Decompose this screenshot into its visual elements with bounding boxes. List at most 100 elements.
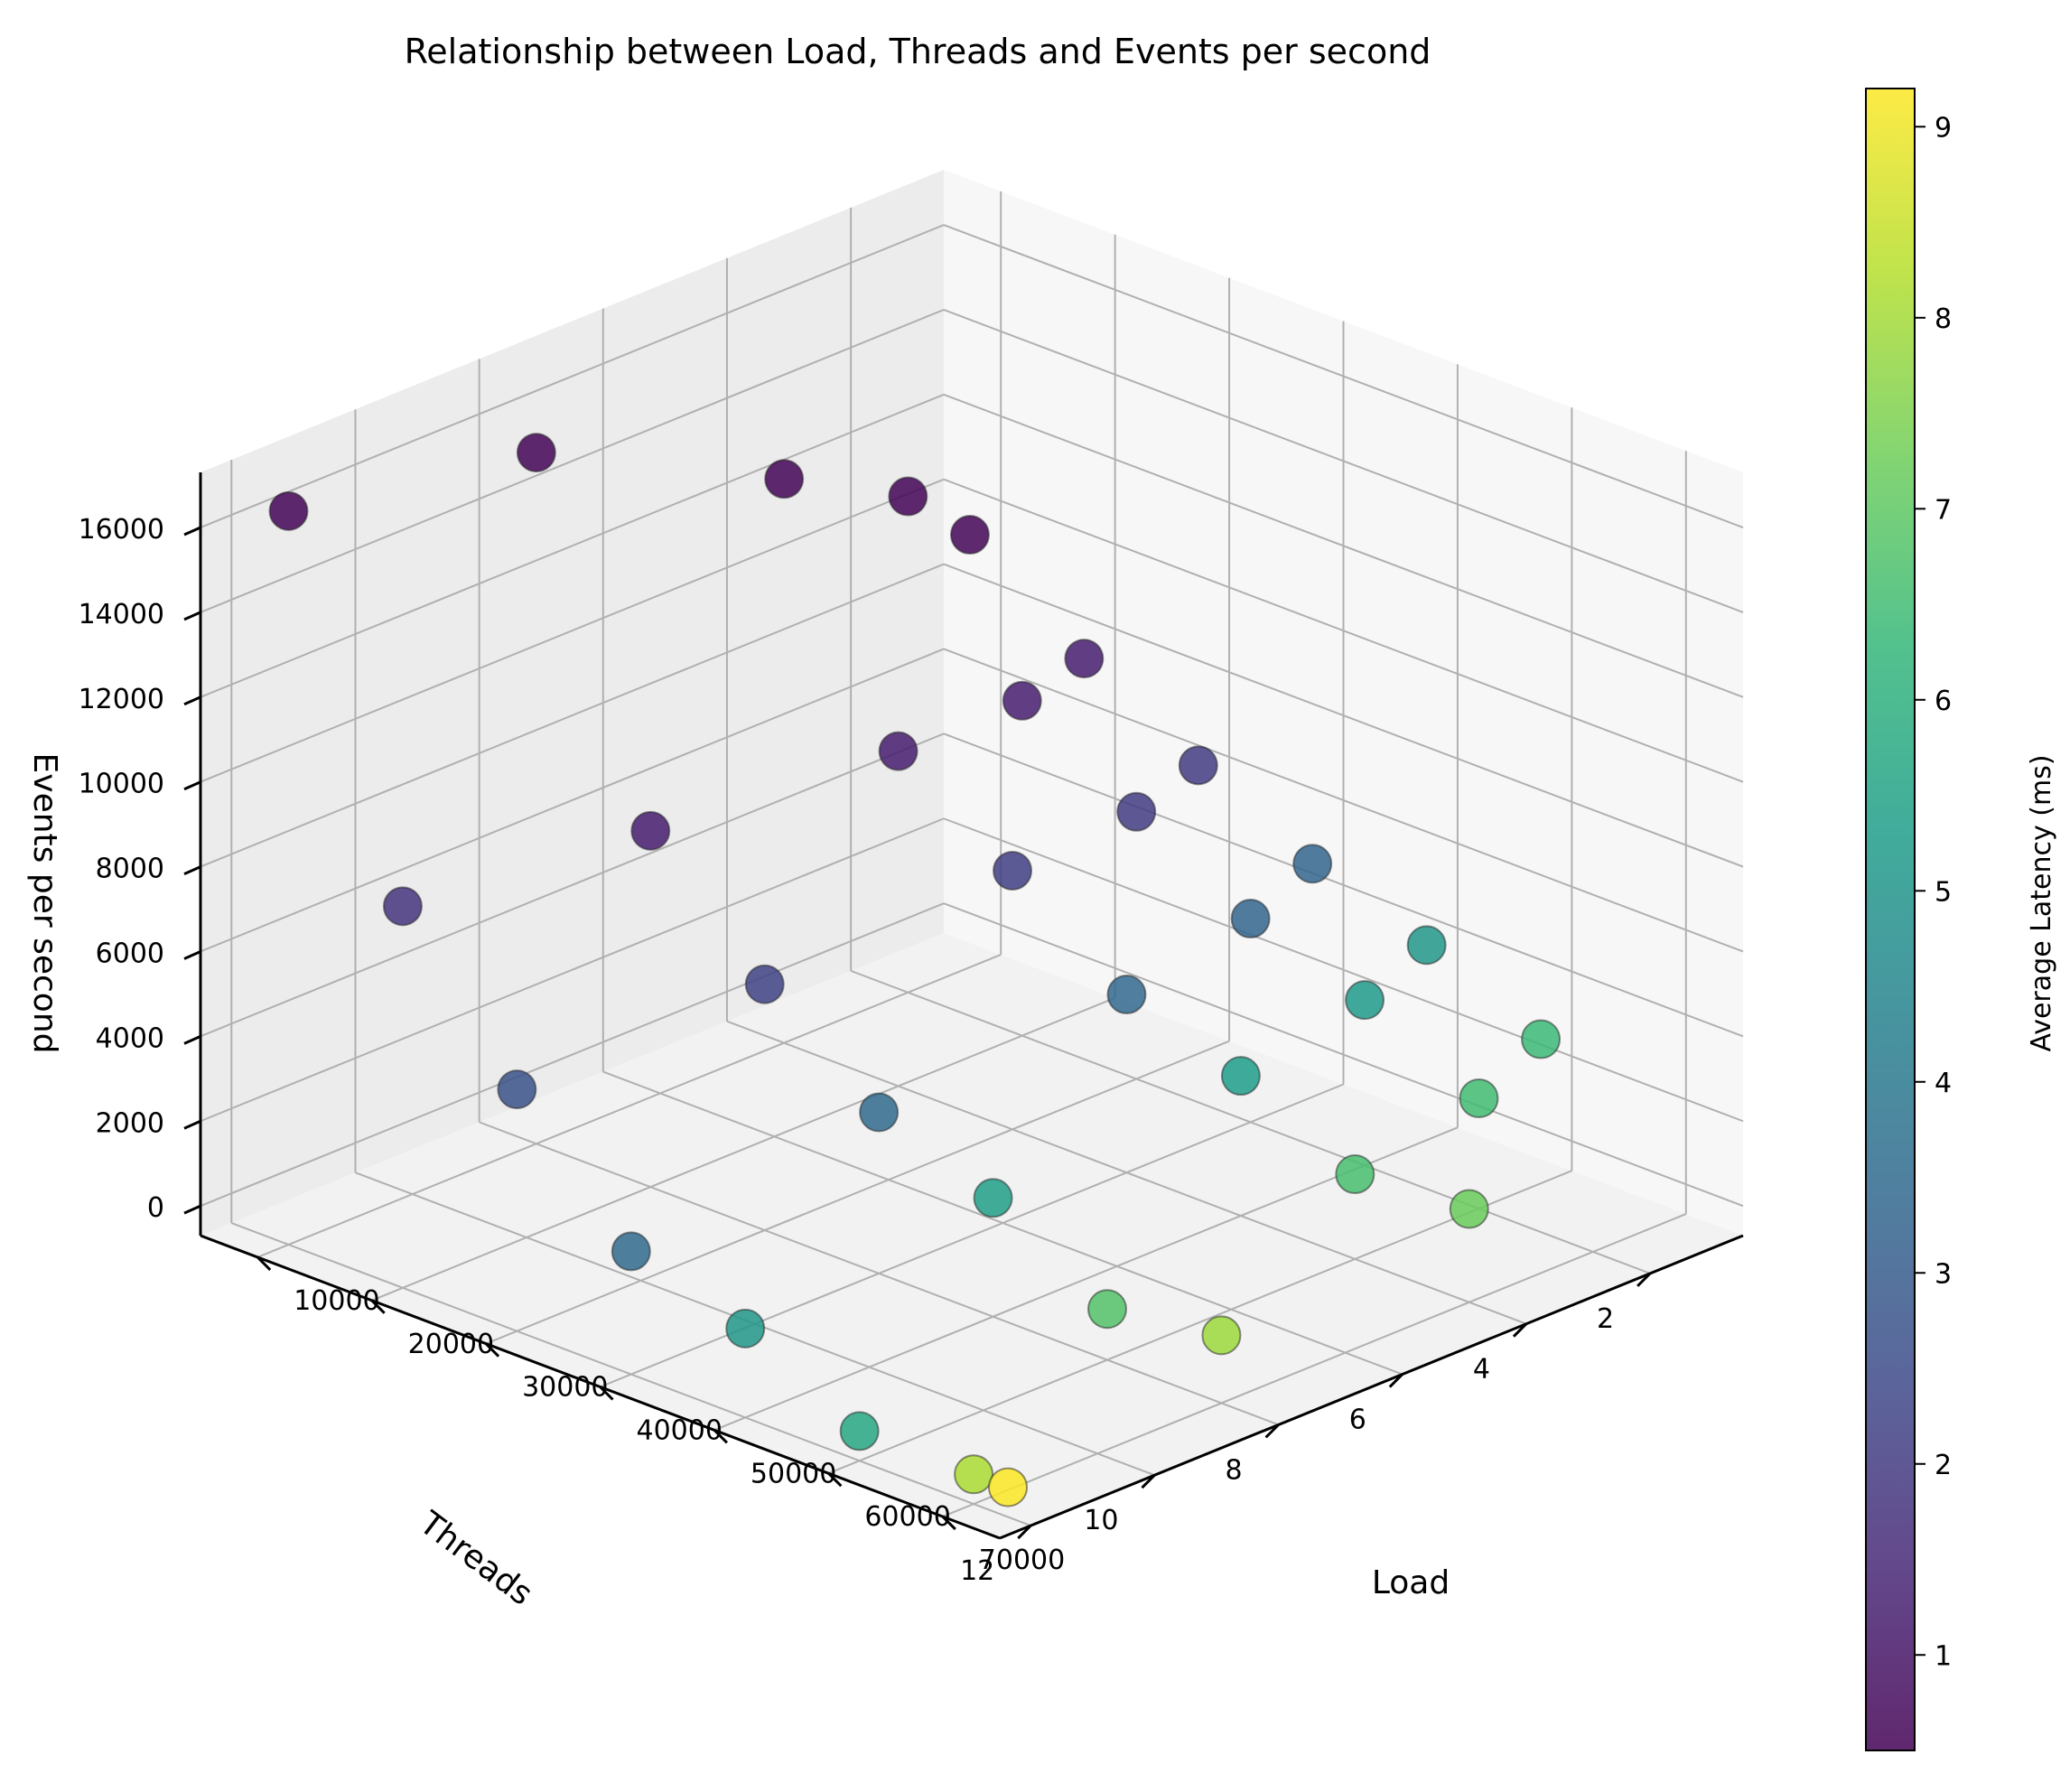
tick-labels: 1000020000300004000050000600007000024681… bbox=[79, 514, 1615, 1587]
data-point bbox=[1459, 1078, 1499, 1119]
x-gridline-floor bbox=[713, 1126, 1459, 1432]
x-gridline-floor bbox=[942, 1213, 1687, 1517]
colorbar-bar bbox=[1865, 88, 1916, 1751]
x-gridline-floor bbox=[256, 954, 1002, 1258]
events-tick bbox=[183, 1204, 201, 1215]
y-gridline-floor bbox=[602, 1070, 1403, 1376]
data-point bbox=[1178, 745, 1218, 786]
data-point bbox=[611, 1231, 651, 1272]
data-point bbox=[993, 850, 1033, 891]
z-gridline-right bbox=[943, 817, 1744, 1123]
load-tick-label: 50000 bbox=[751, 1458, 836, 1489]
threads-tick bbox=[1636, 1272, 1652, 1287]
load-axis-line bbox=[999, 1234, 1744, 1540]
colorbar-tick-label: 4 bbox=[1935, 1068, 1952, 1099]
data-point bbox=[497, 1069, 537, 1110]
events-tick-label: 2000 bbox=[96, 1107, 164, 1139]
y-gridline-floor bbox=[230, 1222, 1031, 1526]
data-point bbox=[878, 731, 918, 771]
chart-title: Relationship between Load, Threads and E… bbox=[405, 32, 1431, 71]
gridlines bbox=[200, 191, 1744, 1526]
events-tick-label: 8000 bbox=[96, 854, 164, 885]
load-tick bbox=[599, 1386, 614, 1401]
z-gridline-left bbox=[200, 224, 945, 528]
load-tick-label: 40000 bbox=[637, 1415, 723, 1447]
colorbar-tick-label: 2 bbox=[1935, 1450, 1952, 1481]
data-points bbox=[268, 433, 1562, 1507]
data-point bbox=[859, 1092, 900, 1133]
threads-tick-label: 6 bbox=[1349, 1405, 1366, 1436]
events-tick bbox=[183, 1034, 201, 1045]
load-tick-label: 10000 bbox=[294, 1285, 379, 1317]
z-gridline-left bbox=[200, 902, 945, 1208]
data-point bbox=[1002, 680, 1042, 721]
events-tick-label: 4000 bbox=[96, 1022, 164, 1054]
z-gridline-right bbox=[943, 393, 1744, 698]
load-tick bbox=[370, 1299, 386, 1314]
events-tick bbox=[183, 1119, 201, 1130]
load-tick-label: 20000 bbox=[408, 1329, 494, 1360]
colorbar-tick-label: 9 bbox=[1935, 112, 1952, 144]
data-point bbox=[988, 1467, 1029, 1507]
load-tick-label: 70000 bbox=[979, 1545, 1065, 1576]
data-point bbox=[382, 886, 423, 927]
z-gridline-left bbox=[200, 648, 945, 953]
data-point bbox=[744, 964, 785, 1004]
z-gridline-left bbox=[200, 308, 945, 613]
events-tick bbox=[183, 695, 201, 706]
data-point bbox=[1521, 1019, 1562, 1059]
z-gridline-right bbox=[943, 648, 1744, 953]
data-point bbox=[973, 1178, 1013, 1218]
z-gridline-left bbox=[200, 563, 945, 868]
data-point bbox=[949, 515, 990, 555]
z-axis-label: Events per second bbox=[26, 753, 63, 1054]
z-gridline-left bbox=[200, 733, 945, 1038]
x-gridline-floor bbox=[485, 1040, 1230, 1345]
load-tick bbox=[941, 1516, 956, 1531]
data-point bbox=[268, 490, 309, 531]
load-tick bbox=[485, 1342, 500, 1358]
colorbar-tick-label: 8 bbox=[1935, 303, 1952, 335]
colorbar-label: Average Latency (ms) bbox=[2026, 754, 2057, 1051]
events-tick bbox=[183, 865, 201, 875]
y-axis-label: Threads bbox=[412, 1504, 539, 1612]
y-gridline-floor bbox=[850, 969, 1651, 1274]
threads-tick bbox=[1264, 1423, 1280, 1439]
x-gridline-floor bbox=[827, 1170, 1572, 1475]
events-tick-label: 14000 bbox=[79, 599, 164, 630]
colorbar-tick-label: 5 bbox=[1935, 876, 1952, 908]
y-gridline-floor bbox=[726, 1020, 1527, 1325]
events-tick bbox=[183, 950, 201, 960]
data-point bbox=[888, 476, 928, 517]
data-point bbox=[1086, 1289, 1127, 1330]
events-tick bbox=[183, 526, 201, 537]
z-gridline-right bbox=[943, 224, 1744, 528]
z-gridline-right bbox=[943, 733, 1744, 1038]
colorbar-tick-label: 1 bbox=[1935, 1640, 1952, 1672]
events-tick-label: 16000 bbox=[79, 514, 164, 546]
data-point bbox=[1449, 1189, 1489, 1229]
data-point bbox=[1220, 1056, 1261, 1097]
data-point bbox=[1345, 980, 1385, 1021]
x-gridline-floor bbox=[371, 996, 1116, 1302]
data-point bbox=[1292, 844, 1333, 884]
threads-tick-label: 10 bbox=[1084, 1505, 1118, 1536]
data-point bbox=[1116, 791, 1157, 832]
data-point bbox=[725, 1308, 766, 1349]
data-point bbox=[954, 1454, 994, 1495]
data-point bbox=[1064, 639, 1105, 679]
events-tick-label: 12000 bbox=[79, 684, 164, 715]
load-tick bbox=[713, 1429, 728, 1444]
z-gridline-left bbox=[200, 393, 945, 698]
threads-tick bbox=[1141, 1474, 1156, 1489]
colorbar-tick-label: 3 bbox=[1935, 1258, 1952, 1290]
events-tick-label: 0 bbox=[147, 1192, 164, 1224]
data-point bbox=[1106, 975, 1147, 1015]
data-point bbox=[630, 810, 671, 851]
data-point bbox=[1201, 1315, 1242, 1356]
load-tick bbox=[827, 1472, 843, 1488]
threads-tick bbox=[1388, 1373, 1403, 1388]
events-tick bbox=[183, 611, 201, 621]
z-gridline-left bbox=[200, 817, 945, 1123]
